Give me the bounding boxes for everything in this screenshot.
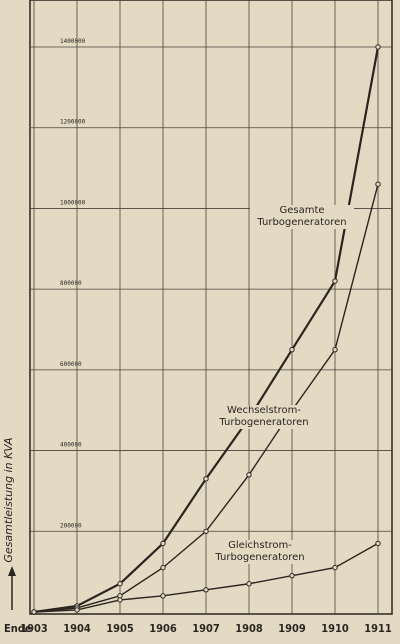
x-tick-label: 1908 (235, 622, 263, 635)
data-point (74, 607, 80, 613)
x-tick-label: 1909 (278, 622, 306, 635)
axis-arrowhead (8, 566, 16, 576)
y-tick-label: 800000 (60, 280, 82, 287)
data-point (160, 540, 166, 547)
data-point (203, 476, 209, 482)
data-point (375, 181, 381, 187)
y-tick-label: 1200000 (60, 119, 86, 126)
x-tick-label: 1910 (321, 622, 349, 635)
data-point (289, 346, 295, 353)
x-tick-label: 1906 (149, 622, 177, 635)
data-point (289, 572, 295, 579)
y-tick-label: 200000 (60, 522, 82, 529)
x-prefix: Ende (4, 622, 32, 635)
plot-frame (29, 0, 393, 615)
data-point (246, 581, 252, 587)
data-point (375, 540, 381, 547)
series-label: Gleichstrom- Turbogeneratoren (208, 540, 312, 564)
x-tick-label: 1905 (106, 622, 134, 635)
data-point (160, 593, 166, 599)
x-tick-label: 1904 (63, 622, 91, 635)
y-tick-label: 1000000 (60, 199, 86, 206)
series-label: Wechselstrom- Turbogeneratoren (212, 405, 316, 429)
data-point (332, 346, 338, 353)
y-tick-label: 400000 (60, 442, 82, 449)
data-point (203, 587, 209, 593)
data-point (375, 44, 381, 50)
x-tick-label: 1907 (192, 622, 220, 635)
x-tick-label: 1911 (364, 622, 392, 635)
data-point (332, 564, 338, 571)
series-label: Gesamte Turbogeneratoren (250, 205, 354, 229)
data-point (31, 609, 37, 615)
data-point (203, 528, 209, 534)
y-tick-label: 1400000 (60, 38, 86, 45)
y-axis-label: Gesamtleistung in KVA (2, 437, 15, 562)
y-tick-label: 600000 (60, 361, 82, 368)
data-point (117, 581, 123, 587)
data-point (117, 597, 123, 603)
x-tick-label: 1903 (20, 622, 48, 635)
data-point (160, 564, 166, 571)
data-point (332, 278, 338, 284)
data-point (246, 472, 252, 478)
